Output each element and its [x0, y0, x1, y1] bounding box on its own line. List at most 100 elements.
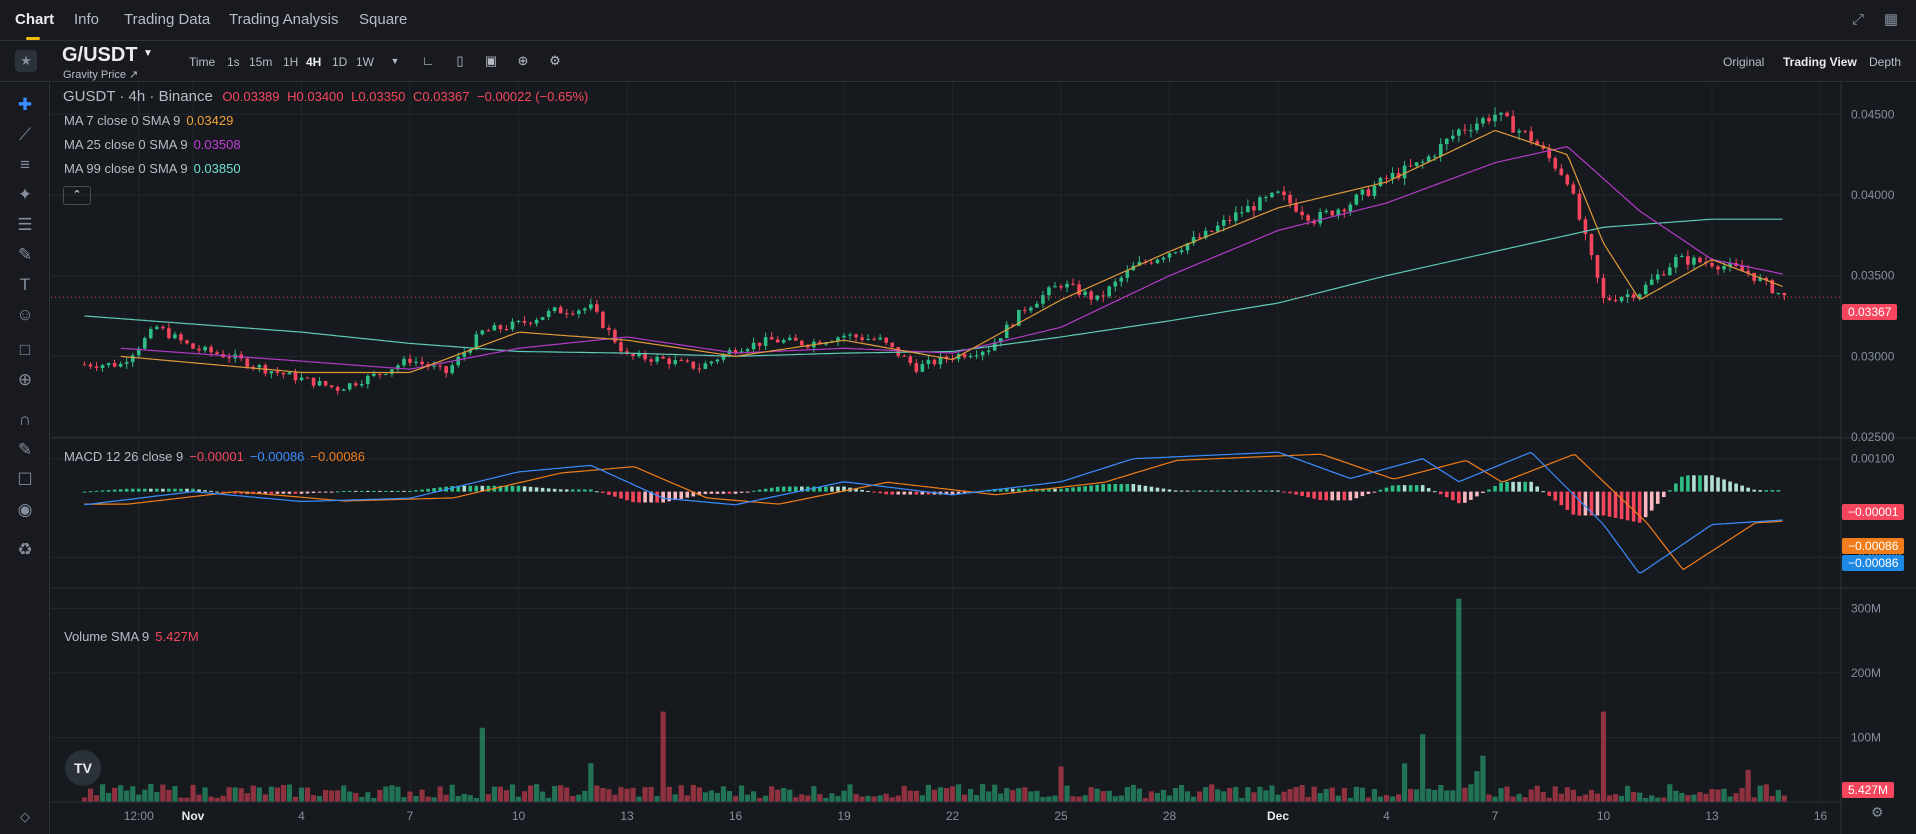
volume-bar: [1558, 793, 1564, 802]
trash-icon[interactable]: ♻: [17, 540, 33, 559]
add-icon[interactable]: ⊕: [517, 53, 529, 68]
macd-histogram-bar: [1234, 490, 1238, 492]
volume-bar: [823, 797, 829, 802]
volume-bar: [582, 790, 588, 802]
macd-histogram-bar: [112, 489, 117, 492]
macd-histogram-bar: [359, 490, 364, 492]
star-icon[interactable]: ★: [15, 50, 37, 72]
volume-bar: [775, 789, 781, 802]
pattern-icon[interactable]: ✦: [17, 185, 33, 204]
ruler-icon[interactable]: □: [19, 340, 31, 359]
timeframe-4h[interactable]: 4H: [306, 55, 322, 69]
candle-body: [1366, 189, 1371, 196]
fib-icon[interactable]: ☰: [17, 215, 33, 234]
candle-body: [1258, 197, 1262, 211]
macd-histogram-bar: [486, 485, 491, 492]
candle-body: [408, 358, 412, 363]
timeframe-dropdown-icon[interactable]: ▼: [390, 56, 400, 66]
volume-bar: [853, 794, 859, 802]
timeframe-1s[interactable]: 1s: [227, 55, 240, 69]
time-tick-label: 22: [946, 809, 960, 823]
unlock-icon[interactable]: ☐: [17, 470, 33, 489]
candle-body: [715, 359, 720, 362]
volume-bar: [226, 787, 232, 802]
volume-bar: [413, 795, 419, 802]
emoji-icon[interactable]: ☺: [16, 305, 34, 324]
volume-bar: [744, 794, 751, 802]
collapse-legend-button[interactable]: ⌃: [63, 186, 91, 205]
macd-histogram-bar: [944, 491, 949, 495]
text-icon[interactable]: T: [19, 275, 31, 294]
tab-trading-data[interactable]: Trading Data: [124, 11, 211, 28]
magnet-icon[interactable]: ∩: [18, 410, 32, 429]
macd-histogram-bar: [902, 491, 907, 495]
candle-body: [359, 384, 364, 386]
volume-bar: [1311, 786, 1317, 802]
eye-icon[interactable]: ◉: [17, 500, 33, 519]
macd-histogram-bar: [1451, 491, 1455, 501]
top-navigation: Chart Info Trading Data Trading Analysis…: [0, 0, 1916, 41]
volume-bar: [913, 790, 919, 802]
symbol-subtitle-link[interactable]: Gravity Price ↗: [63, 69, 139, 81]
timeframe-1h[interactable]: 1H: [283, 55, 299, 69]
candle-body: [1716, 266, 1720, 270]
macd-histogram-bar: [299, 491, 304, 494]
timeframe-1d[interactable]: 1D: [332, 55, 348, 69]
volume-bar: [1673, 790, 1679, 802]
macd-hist-tag: −0.00001: [1842, 504, 1905, 520]
symbol-selector[interactable]: G/USDT: [62, 44, 138, 66]
trend-line-icon[interactable]: ⟋: [19, 125, 31, 144]
minimize-icon[interactable]: ⤢: [1851, 11, 1864, 28]
volume-bar: [817, 794, 823, 802]
macd-histogram-bar: [546, 488, 551, 492]
candle-body: [890, 342, 895, 348]
volume-bar: [1486, 794, 1492, 802]
horizontal-lines-icon[interactable]: ≡: [20, 155, 30, 174]
volume-bar: [1094, 788, 1100, 802]
view-original[interactable]: Original: [1723, 55, 1765, 69]
candle-body: [775, 339, 780, 343]
view-trading-view[interactable]: Trading View: [1783, 55, 1857, 69]
timeframe-1w[interactable]: 1W: [356, 55, 374, 69]
macd-histogram-bar: [1426, 488, 1431, 492]
layers-icon[interactable]: ◇: [20, 809, 30, 824]
candle-body: [643, 353, 647, 360]
camera-icon[interactable]: ▣: [484, 53, 498, 68]
view-depth[interactable]: Depth: [1869, 55, 1902, 69]
macd-histogram-bar: [956, 491, 961, 494]
macd-histogram-bar: [697, 491, 702, 496]
tab-square[interactable]: Square: [359, 11, 408, 28]
zoom-icon[interactable]: ⊕: [17, 370, 33, 389]
candle-body: [1234, 212, 1238, 221]
macd-histogram-bar: [1366, 491, 1371, 494]
indicators-icon[interactable]: ∟: [421, 53, 435, 68]
brush-icon[interactable]: ✎: [17, 245, 33, 264]
tab-chart[interactable]: Chart: [15, 11, 55, 28]
timeframe-15m[interactable]: 15m: [249, 55, 273, 69]
gear-icon[interactable]: ⚙: [549, 53, 561, 68]
volume-bar: [1606, 795, 1613, 802]
tab-info[interactable]: Info: [74, 11, 100, 28]
macd-histogram-bar: [570, 489, 575, 492]
candle-body: [203, 346, 207, 351]
chart-settings-icon[interactable]: ⚙: [1871, 804, 1884, 820]
macd-histogram-bar: [130, 488, 135, 492]
volume-bar: [371, 797, 377, 802]
tradingview-logo: TV: [65, 750, 101, 786]
chart-canvas[interactable]: 0.04500 0.04000 0.03500 0.03000 0.02500 12:00…: [51, 82, 1916, 834]
volume-bar: [636, 796, 642, 802]
macd-histogram-bar: [1089, 485, 1093, 492]
macd-histogram-bar: [1215, 490, 1220, 492]
chart-area[interactable]: 0.04500 0.04000 0.03500 0.03000 0.02500 12:00…: [51, 82, 1916, 834]
layout-icon[interactable]: ▦: [1883, 11, 1899, 28]
macd-histogram-bar: [685, 491, 690, 498]
tab-trading-analysis[interactable]: Trading Analysis: [229, 11, 339, 28]
time-tick-label: 10: [512, 809, 526, 823]
macd-histogram-bar: [462, 485, 467, 492]
chart-type-icon[interactable]: ▯: [456, 53, 464, 68]
lock-drawing-icon[interactable]: ✎: [17, 440, 33, 459]
timeframe-time[interactable]: Time: [189, 55, 216, 69]
volume-bar: [347, 791, 353, 802]
crosshair-icon[interactable]: ✚: [17, 95, 33, 114]
caret-down-icon[interactable]: ▼: [143, 48, 153, 59]
